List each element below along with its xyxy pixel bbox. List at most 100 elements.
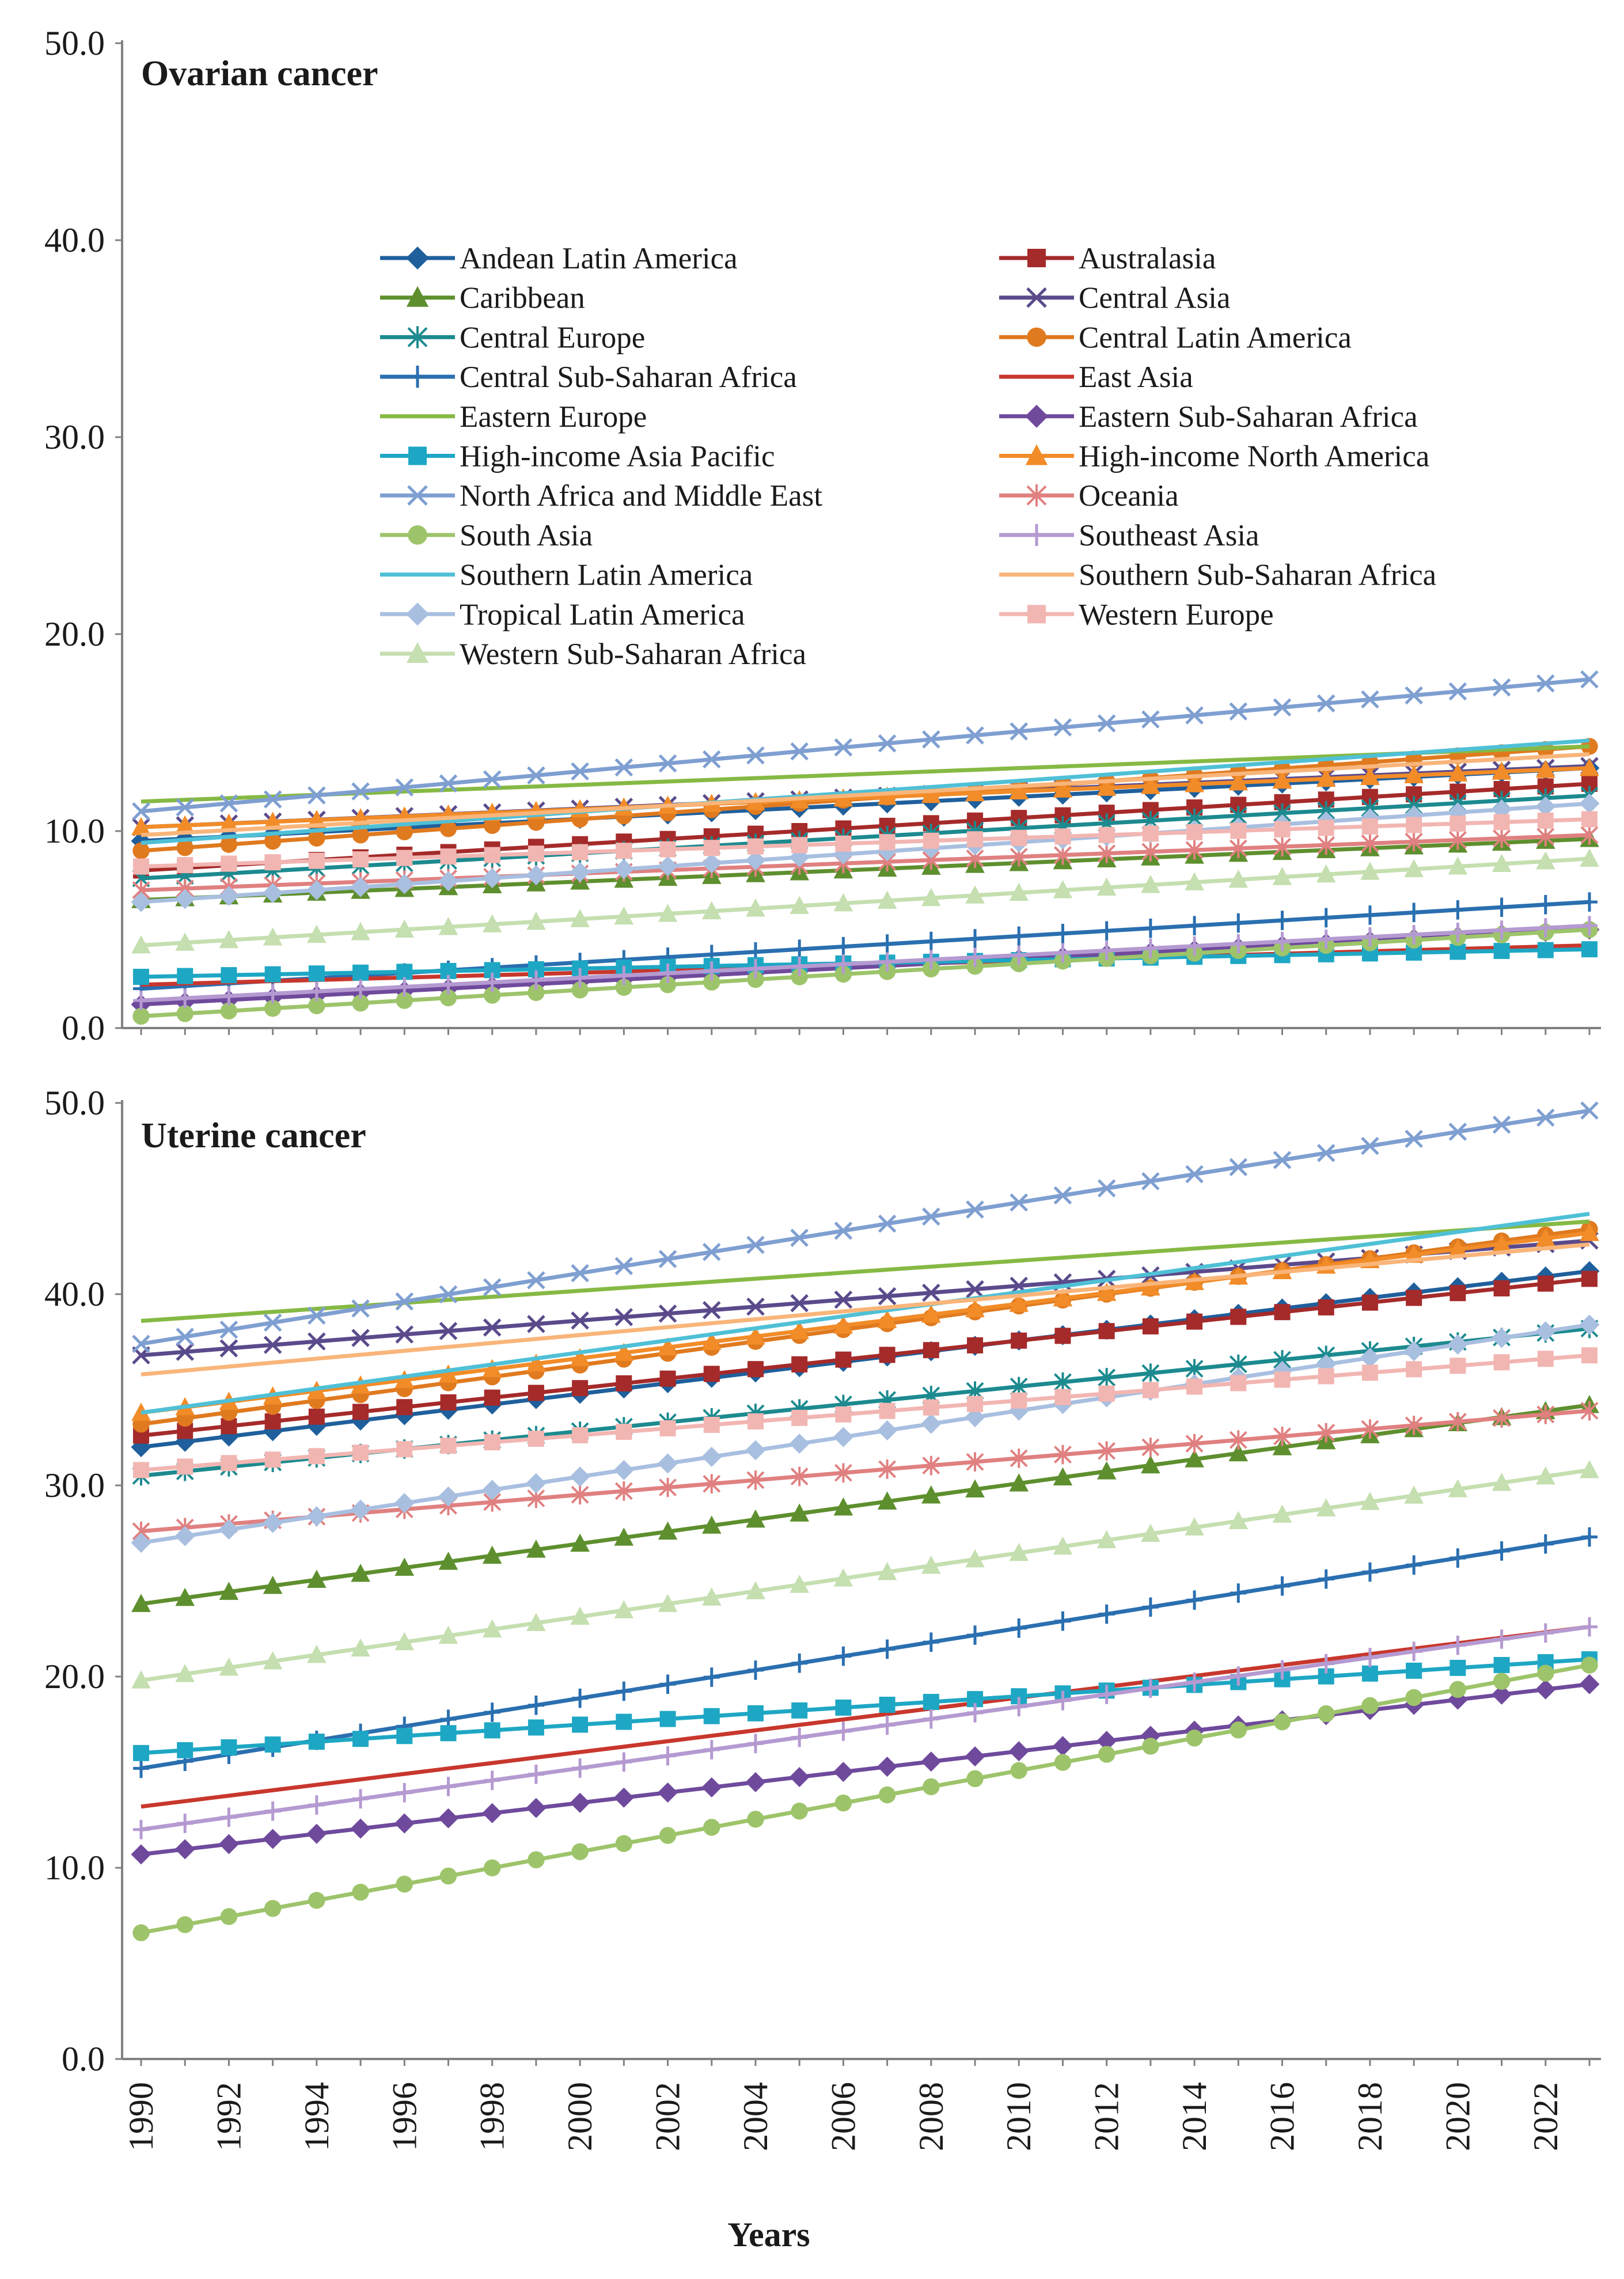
data-point — [1581, 1271, 1598, 1287]
data-point — [394, 874, 415, 894]
data-point — [219, 1582, 239, 1600]
data-point — [877, 1757, 898, 1777]
data-point — [1580, 1401, 1599, 1421]
data-point — [133, 969, 149, 985]
data-point — [1185, 872, 1204, 890]
data-point — [1450, 815, 1466, 832]
data-point — [1098, 1323, 1115, 1340]
data-point — [1230, 1583, 1247, 1603]
series-tropical-latin-america — [131, 793, 1600, 912]
x-tick-label: 1996 — [385, 2082, 423, 2151]
data-point — [1405, 686, 1423, 705]
legend-label: Western Europe — [1079, 598, 1274, 631]
data-point — [1448, 856, 1468, 875]
data-point — [966, 726, 984, 745]
data-point — [1054, 1372, 1072, 1392]
data-point — [616, 1752, 632, 1772]
data-point — [264, 833, 282, 850]
data-point — [1141, 842, 1160, 862]
series-line — [141, 1403, 1590, 1606]
data-point — [1406, 1555, 1422, 1575]
x-tick-label: 2000 — [561, 2082, 599, 2151]
data-point — [572, 844, 589, 860]
data-point — [965, 1299, 985, 1318]
series-oceania — [132, 1401, 1599, 1541]
data-point — [701, 901, 722, 920]
data-point — [1448, 1412, 1467, 1432]
data-point — [220, 1002, 238, 1020]
data-point — [263, 1829, 283, 1849]
data-point — [308, 965, 325, 982]
data-point — [1535, 796, 1556, 817]
data-point — [703, 1740, 720, 1760]
data-point — [264, 984, 281, 1004]
x-tick-label: 2020 — [1439, 2082, 1477, 2151]
data-point — [701, 1515, 722, 1534]
legend-label: Oceania — [1079, 479, 1179, 513]
data-point — [438, 1486, 458, 1507]
data-point — [614, 1527, 634, 1546]
data-point — [1361, 1648, 1378, 1667]
legend-marker — [408, 525, 427, 545]
legend-item-central-europe: Central Europe — [380, 321, 645, 354]
data-point — [1318, 1569, 1334, 1589]
data-point — [396, 1441, 413, 1458]
legend-marker — [408, 446, 427, 465]
legend-label: Caribbean — [460, 282, 585, 315]
series-line — [141, 677, 1590, 814]
data-point — [176, 1005, 193, 1022]
data-point — [702, 1301, 721, 1319]
data-point — [438, 1625, 458, 1644]
data-point — [264, 854, 281, 871]
data-point — [1493, 897, 1510, 917]
series-north-africa-and-middle-east — [132, 1101, 1599, 1353]
data-point — [1096, 1530, 1117, 1549]
data-point — [877, 1420, 898, 1441]
data-point — [1361, 927, 1378, 947]
data-point — [1535, 1321, 1556, 1342]
data-point — [1493, 1656, 1510, 1673]
legend-item-eastern-sub-saharan-africa: Eastern Sub-Saharan Africa — [999, 400, 1418, 434]
legend-marker — [407, 326, 428, 348]
data-point — [133, 991, 149, 1010]
data-point — [396, 850, 413, 866]
data-point — [614, 1343, 634, 1361]
data-point — [571, 981, 589, 999]
data-point — [1536, 826, 1555, 847]
data-point — [1406, 1290, 1422, 1306]
data-point — [174, 1526, 195, 1546]
data-point — [1230, 1309, 1247, 1325]
series-line — [141, 927, 1590, 1018]
data-point — [572, 1427, 589, 1444]
data-point — [1537, 1351, 1554, 1367]
data-point — [1229, 702, 1248, 721]
series-south-asia — [132, 921, 1598, 1025]
data-point — [1537, 812, 1554, 829]
data-point — [791, 1702, 808, 1719]
data-point — [1404, 1485, 1424, 1504]
data-point — [703, 1366, 720, 1382]
series-line — [141, 833, 1590, 893]
data-point — [790, 1321, 809, 1339]
data-point — [1010, 1762, 1027, 1779]
data-point — [1579, 793, 1600, 814]
data-point — [352, 1444, 369, 1461]
data-point — [1492, 761, 1512, 780]
x-tick-label: 1992 — [210, 2082, 248, 2151]
data-point — [1580, 670, 1599, 689]
data-point — [967, 1396, 984, 1412]
data-point — [1450, 923, 1466, 942]
data-point — [614, 1308, 633, 1326]
data-point — [1185, 1517, 1204, 1536]
data-point — [1317, 835, 1335, 855]
data-point — [791, 968, 808, 985]
data-point — [878, 1786, 896, 1804]
data-point — [1096, 877, 1117, 896]
legend-marker — [1026, 484, 1047, 507]
data-point — [394, 1632, 415, 1651]
data-point — [1009, 781, 1029, 799]
legend-marker — [1027, 249, 1046, 267]
data-point — [1581, 811, 1598, 828]
data-point — [1537, 918, 1554, 938]
legend-item-oceania: Oceania — [999, 479, 1179, 513]
